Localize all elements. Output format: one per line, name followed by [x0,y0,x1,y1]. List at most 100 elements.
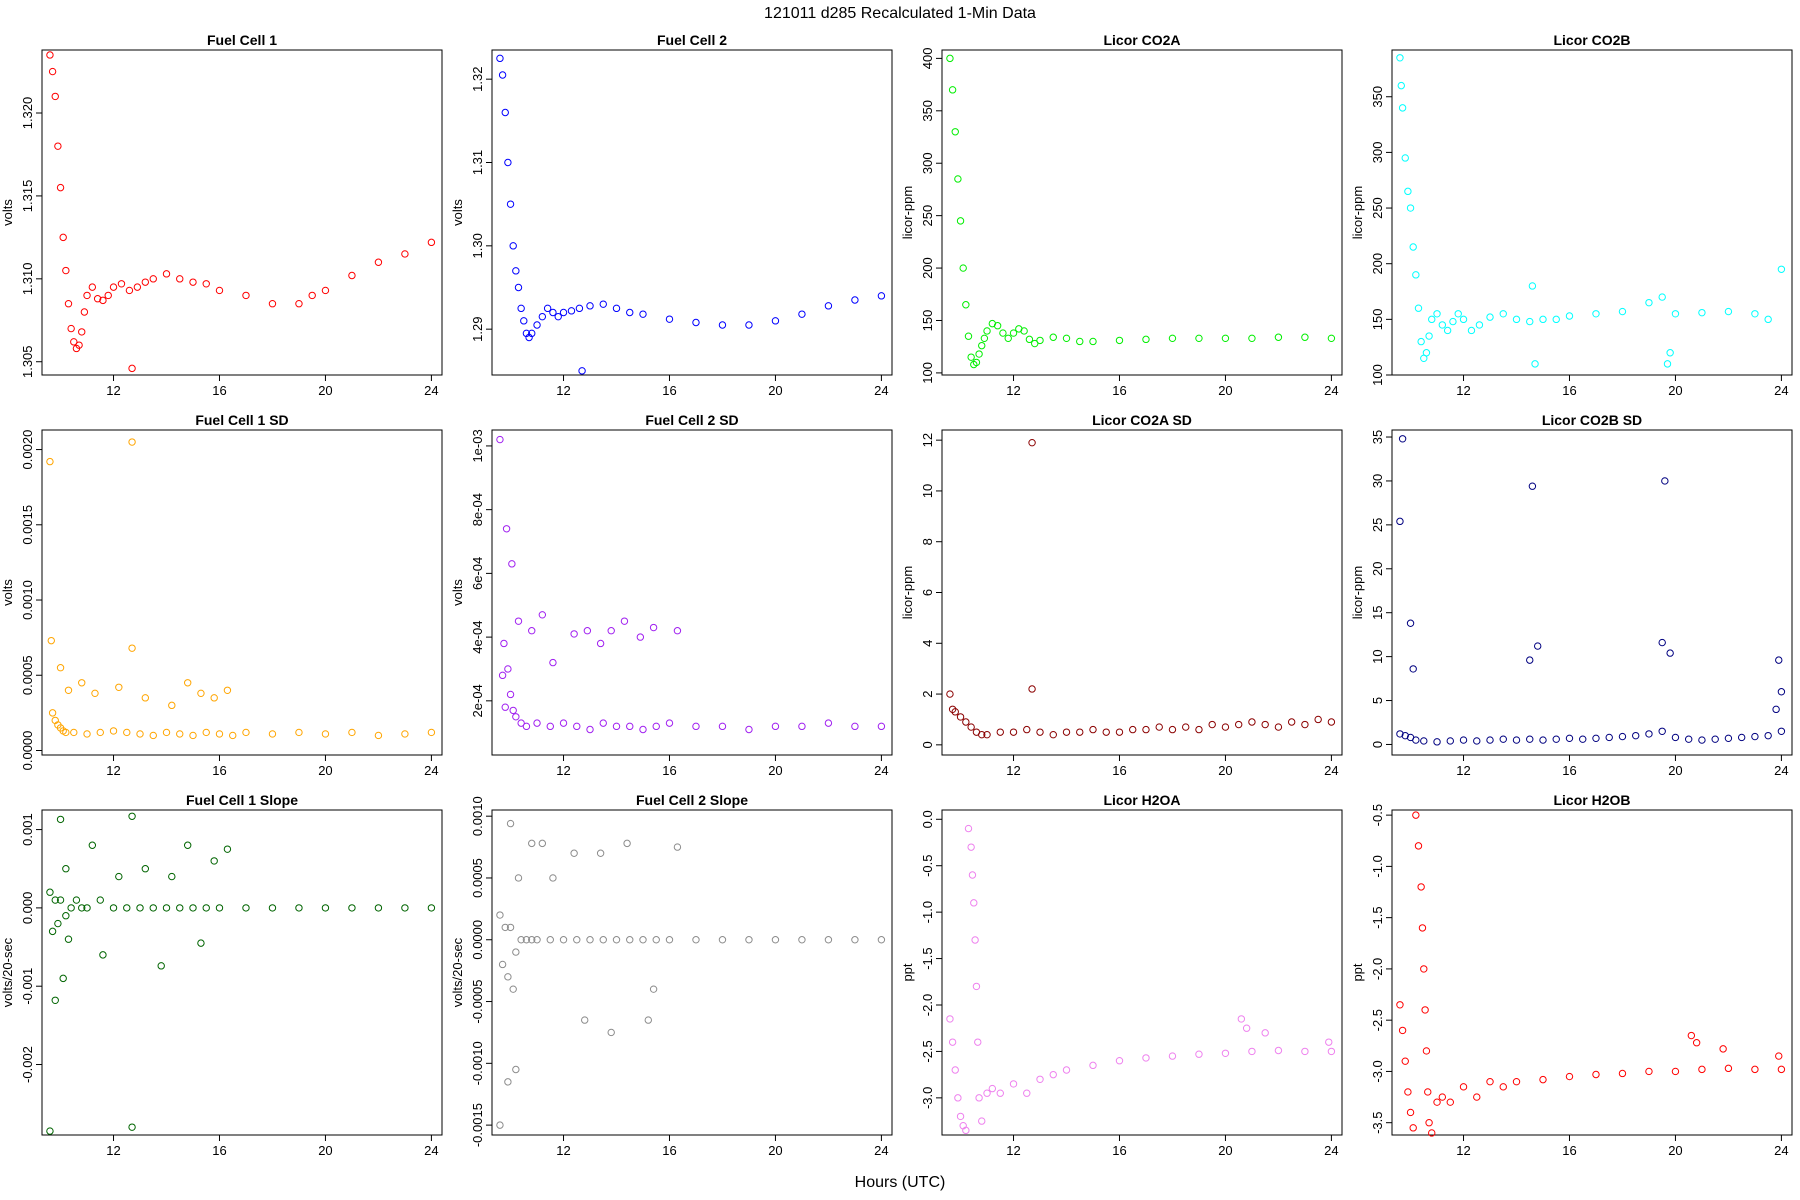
y-tick-label: 350 [920,100,935,122]
data-point [1539,736,1547,744]
data-point [1398,435,1407,443]
data-point [197,689,205,698]
x-tick-label: 16 [1562,383,1576,398]
data-point [1719,1045,1727,1053]
y-tick-label: -0.0015 [470,1103,485,1147]
data-point [692,722,700,731]
data-point [1698,1065,1706,1074]
data-point [517,304,525,313]
data-point [202,728,210,737]
x-tick-label: 16 [212,383,226,398]
data-point [229,731,237,740]
data-point [141,694,150,702]
data-point [1526,735,1534,743]
data-point [1777,727,1786,735]
data-point [968,871,977,879]
data-point [348,271,356,280]
y-tick-label: 25 [1370,518,1385,532]
y-tick-label: 350 [1370,86,1385,108]
data-point [988,1084,997,1093]
data-point [141,278,150,286]
data-point [946,54,954,63]
data-point [1425,1118,1433,1127]
data-point [508,560,516,568]
chart-panel: Fuel Cell 1 Slope 12 16 20 24 -0.002 -0.001 0.0… [0,792,443,1158]
data-point [1777,265,1786,273]
chart-panel: Licor CO2B 12 16 20 24 100 150 200 250 300 350 lico… [1350,32,1793,398]
data-point [546,936,554,944]
y-tick-label: -1.5 [1370,906,1385,928]
data-point [141,865,150,873]
data-point [612,936,621,944]
data-point [115,872,123,881]
data-point [512,267,520,275]
data-point [1261,720,1269,729]
data-point [1102,728,1110,736]
data-point [46,888,54,896]
data-point [1711,735,1719,743]
data-point [128,364,136,373]
data-point [970,899,978,907]
panel-title: Fuel Cell 1 [207,32,277,48]
data-point [46,1127,54,1135]
data-point [612,722,621,731]
data-point [295,299,303,308]
data-point [1661,477,1669,485]
data-point [512,713,520,721]
data-point [136,730,144,738]
data-point [128,438,136,446]
x-tick-label: 20 [1218,763,1232,778]
data-point [1004,334,1012,343]
data-point [1421,1006,1429,1014]
data-point [176,904,184,912]
y-tick-label: -0.5 [1370,804,1385,826]
y-tick-label: 300 [920,152,935,174]
y-tick-label: 0.001 [20,813,35,846]
data-point [321,730,330,738]
data-point [1692,1039,1701,1047]
data-point [1632,731,1640,740]
data-point [1618,732,1627,741]
data-point [673,627,682,635]
data-point [570,630,578,638]
x-tick-label: 12 [1456,763,1470,778]
data-point [125,286,134,295]
data-point [1115,728,1124,736]
data-point [967,353,975,361]
data-point [149,904,157,912]
plot-frame [941,49,1343,376]
data-points [496,54,886,375]
data-point [115,683,123,691]
data-point [959,264,967,272]
data-point [210,694,218,702]
data-point [1409,1124,1417,1132]
data-point [1737,733,1746,742]
data-point [1424,1088,1432,1096]
data-point [975,1094,983,1102]
data-point [956,217,965,225]
data-point [1237,1015,1246,1023]
data-point [1698,736,1706,744]
data-point [1579,735,1587,743]
chart-panel: Licor CO2A 12 16 20 24 100 150 200 250 300 350 400 l… [900,32,1343,398]
data-point [501,108,509,117]
data-point [538,312,547,321]
data-point [176,730,184,738]
data-point [771,317,780,325]
data-point [268,730,277,738]
data-point [824,936,833,944]
data-point [962,1126,970,1135]
data-point [971,936,979,944]
plot-frame [41,429,443,756]
y-tick-label: 20 [1370,562,1385,576]
data-point [980,334,989,343]
data-point [242,291,250,300]
data-point [1062,334,1071,343]
data-point [56,183,65,192]
y-tick-label: 30 [1370,474,1385,488]
y-tick-label: 100 [1370,364,1385,386]
data-point [1473,737,1481,745]
data-point [78,328,86,336]
